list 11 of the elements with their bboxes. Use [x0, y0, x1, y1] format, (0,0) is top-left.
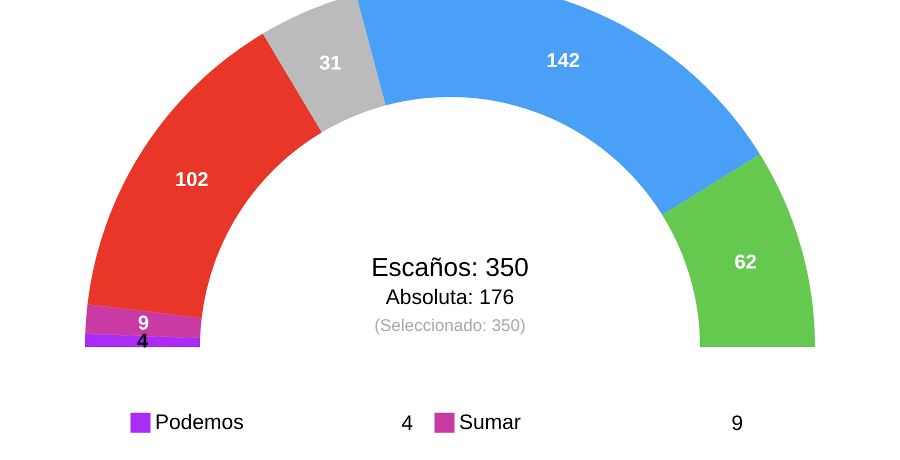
text: Escaños: 350 — [371, 252, 529, 282]
text: Absoluta: 176 — [386, 286, 514, 309]
data-label: 31 — [319, 52, 342, 75]
legend-label: Sumar — [459, 410, 521, 434]
data-label: 102 — [175, 168, 209, 191]
text: 9 — [731, 412, 743, 435]
data-label: 142 — [546, 50, 580, 72]
legend-label: Podemos — [155, 410, 244, 434]
text: 4 — [401, 412, 414, 435]
data-label: 62 — [734, 252, 757, 274]
text: (Seleccionado: 350) — [374, 316, 526, 335]
